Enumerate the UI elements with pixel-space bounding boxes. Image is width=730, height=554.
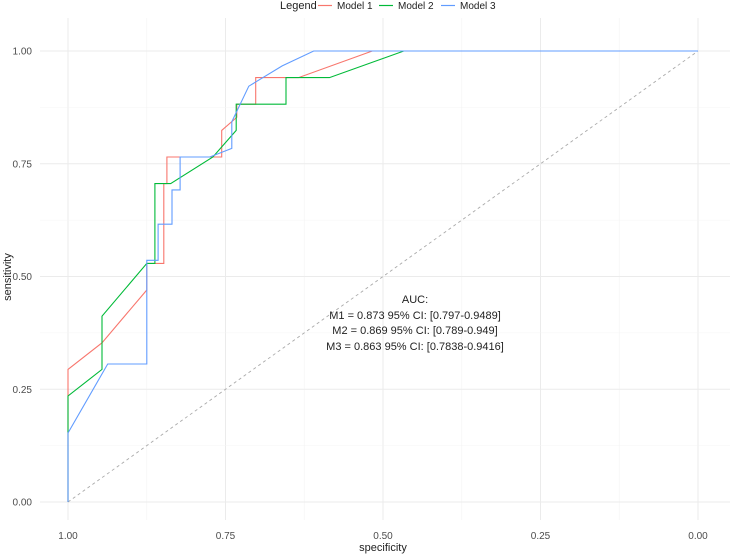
auc-line-m2: M2 = 0.869 95% CI: [0.789-0.949] (332, 325, 497, 337)
x-tick-label: 1.00 (58, 531, 78, 542)
legend-label-model-1: Model 1 (337, 1, 373, 12)
y-tick-label: 1.00 (13, 47, 33, 58)
series-line-model-2 (67, 50, 698, 502)
x-tick-label: 0.00 (688, 531, 708, 542)
legend-label-model-3: Model 3 (460, 1, 496, 12)
auc-title: AUC: (402, 294, 428, 306)
auc-line-m3: M3 = 0.863 95% CI: [0.7838-0.9416] (326, 341, 504, 353)
series-line-model-1 (67, 50, 373, 502)
y-tick-label: 0.75 (13, 159, 33, 170)
legend-title: Legend (280, 0, 317, 12)
grid (40, 18, 730, 520)
auc-annotation: AUC: M1 = 0.873 95% CI: [0.797-0.9489] M… (326, 294, 504, 353)
x-tick-label: 0.75 (216, 531, 236, 542)
y-axis-title: sensitivity (2, 253, 14, 301)
x-tick-label: 0.50 (373, 531, 393, 542)
x-tick-label: 0.25 (531, 531, 551, 542)
legend: Legend Model 1 Model 2 Model 3 (280, 0, 496, 12)
y-tick-label: 0.00 (13, 498, 33, 509)
y-tick-label: 0.50 (13, 272, 33, 283)
roc-curves (67, 50, 698, 502)
y-tick-label: 0.25 (13, 385, 33, 396)
auc-line-m1: M1 = 0.873 95% CI: [0.797-0.9489] (329, 310, 501, 322)
y-axis-ticks: 0.00 0.25 0.50 0.75 1.00 (13, 47, 33, 509)
legend-label-model-2: Model 2 (398, 1, 434, 12)
x-axis-ticks: 1.00 0.75 0.50 0.25 0.00 (58, 531, 708, 542)
series-line-model-3 (67, 50, 698, 502)
x-axis-title: specificity (359, 542, 407, 554)
